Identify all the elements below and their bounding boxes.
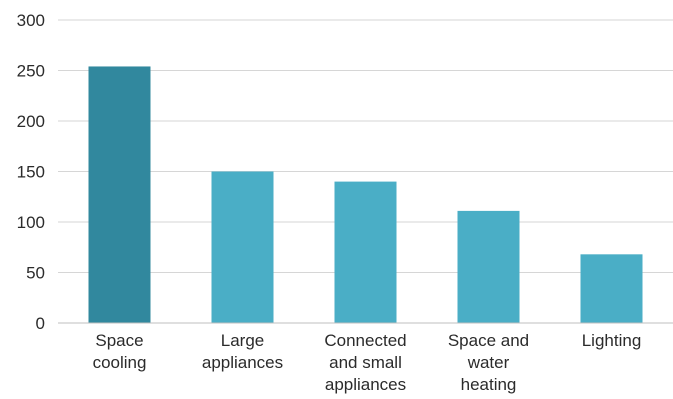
bar-4 [580, 254, 643, 323]
x-category-label: heating [461, 375, 517, 394]
x-category-label: Connected [324, 331, 406, 350]
x-category-label: and small [329, 353, 402, 372]
gridlines [58, 19, 673, 273]
y-tick-label: 150 [17, 163, 45, 182]
x-category-label: appliances [202, 353, 283, 372]
y-tick-label: 100 [17, 213, 45, 232]
x-category-label: Large [221, 331, 264, 350]
y-axis-ticks: 0 50 100 150 200 250 300 [17, 11, 45, 333]
x-axis-labels: Space cooling Large appliances Connected and … [93, 331, 642, 394]
x-category-label: Lighting [582, 331, 642, 350]
bars [88, 66, 643, 324]
y-tick-label: 300 [17, 11, 45, 30]
y-tick-label: 0 [36, 314, 45, 333]
x-category-label: water [467, 353, 510, 372]
y-tick-label: 250 [17, 62, 45, 81]
bar-3 [457, 210, 520, 323]
bar-1 [211, 171, 274, 323]
x-category-label: Space and [448, 331, 529, 350]
bar-2 [334, 181, 397, 323]
y-tick-label: 200 [17, 112, 45, 131]
x-category-label: cooling [93, 353, 147, 372]
x-category-label: Space [95, 331, 143, 350]
y-tick-label: 50 [26, 264, 45, 283]
bar-0 [88, 66, 151, 324]
x-category-label: appliances [325, 375, 406, 394]
